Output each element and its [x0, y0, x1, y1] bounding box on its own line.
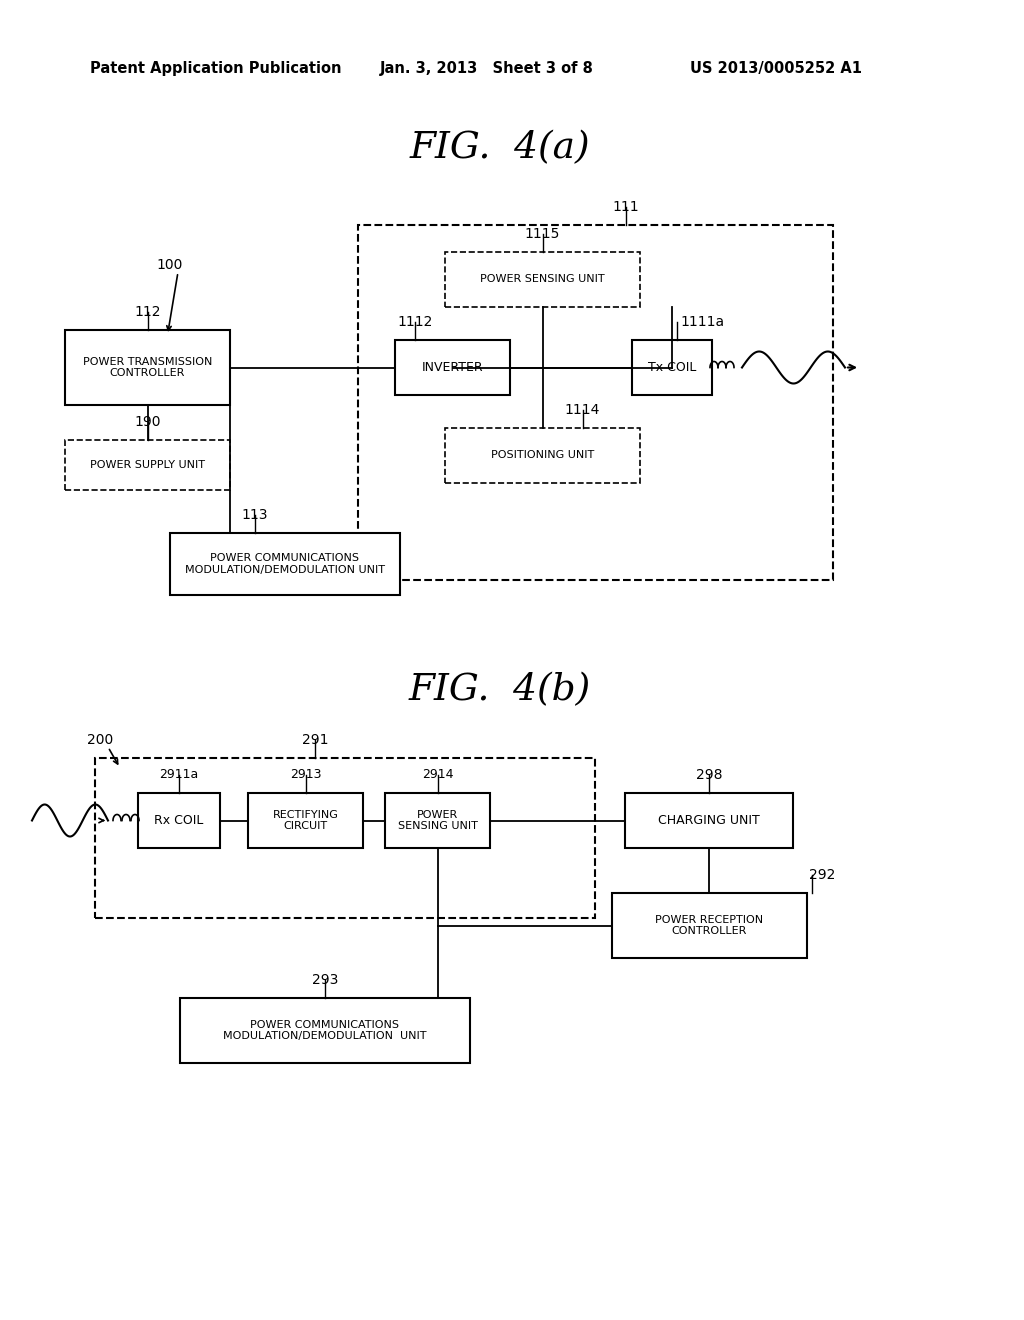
Text: 1114: 1114 [565, 403, 600, 417]
Text: Jan. 3, 2013   Sheet 3 of 8: Jan. 3, 2013 Sheet 3 of 8 [380, 61, 594, 75]
Text: US 2013/0005252 A1: US 2013/0005252 A1 [690, 61, 862, 75]
Text: 292: 292 [809, 869, 836, 882]
Bar [385, 793, 490, 847]
Text: CHARGING UNIT: CHARGING UNIT [658, 814, 760, 828]
Text: 111: 111 [612, 201, 639, 214]
Bar [625, 793, 793, 847]
Bar [95, 758, 595, 917]
Text: POWER COMMUNICATIONS
MODULATION/DEMODULATION  UNIT: POWER COMMUNICATIONS MODULATION/DEMODULA… [223, 1019, 427, 1041]
Bar [612, 894, 807, 958]
Text: POWER SENSING UNIT: POWER SENSING UNIT [480, 275, 605, 285]
Text: 293: 293 [312, 973, 338, 987]
Text: 2911a: 2911a [160, 768, 199, 781]
Text: POWER
SENSING UNIT: POWER SENSING UNIT [397, 809, 477, 832]
Text: 100: 100 [157, 257, 183, 272]
Text: 1115: 1115 [525, 227, 560, 242]
Text: POWER RECEPTION
CONTROLLER: POWER RECEPTION CONTROLLER [655, 915, 764, 936]
Text: POWER TRANSMISSION
CONTROLLER: POWER TRANSMISSION CONTROLLER [83, 356, 212, 379]
Bar [445, 428, 640, 483]
Bar [180, 998, 470, 1063]
Text: Tx COIL: Tx COIL [648, 360, 696, 374]
Text: POWER COMMUNICATIONS
MODULATION/DEMODULATION UNIT: POWER COMMUNICATIONS MODULATION/DEMODULA… [185, 553, 385, 574]
Text: RECTIFYING
CIRCUIT: RECTIFYING CIRCUIT [272, 809, 339, 832]
Text: 2914: 2914 [422, 768, 454, 781]
Bar [632, 341, 712, 395]
Text: Rx COIL: Rx COIL [155, 814, 204, 828]
Text: 112: 112 [134, 305, 161, 319]
Bar [395, 341, 510, 395]
Text: 291: 291 [302, 733, 329, 747]
Text: 1112: 1112 [397, 315, 433, 329]
Text: FIG.  4(b): FIG. 4(b) [409, 672, 591, 708]
Text: 200: 200 [87, 733, 113, 747]
Bar [358, 224, 833, 579]
Text: 113: 113 [242, 508, 268, 521]
Bar [138, 793, 220, 847]
Text: INVERTER: INVERTER [422, 360, 483, 374]
Text: FIG.  4(a): FIG. 4(a) [410, 129, 590, 166]
Bar [65, 440, 230, 490]
Text: POWER SUPPLY UNIT: POWER SUPPLY UNIT [90, 459, 205, 470]
Text: POSITIONING UNIT: POSITIONING UNIT [490, 450, 594, 461]
Text: Patent Application Publication: Patent Application Publication [90, 61, 341, 75]
Bar [445, 252, 640, 308]
Bar [248, 793, 362, 847]
Bar [170, 533, 400, 595]
Text: 298: 298 [695, 768, 722, 781]
Bar [65, 330, 230, 405]
Text: 2913: 2913 [290, 768, 322, 781]
Text: 190: 190 [134, 414, 161, 429]
Text: 1111a: 1111a [680, 315, 724, 329]
